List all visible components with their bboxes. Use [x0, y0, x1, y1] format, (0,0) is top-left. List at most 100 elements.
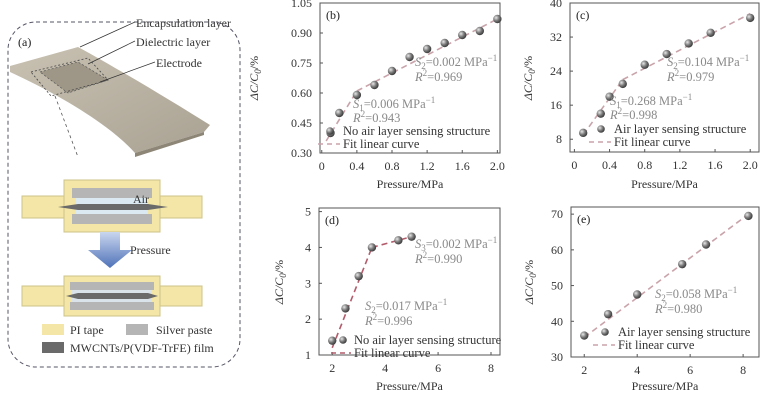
y-tick-label: 40: [550, 0, 562, 10]
plot-frame: [318, 207, 501, 356]
x-tick-label: 6: [687, 363, 693, 377]
y-tick-label: 40: [551, 314, 563, 328]
x-tick-label: 2: [329, 361, 335, 375]
y-axis-label: ΔC/C0/%: [521, 56, 537, 101]
annotation-subscript: 2: [421, 61, 426, 71]
fit-annotation: R2=0.980: [654, 300, 702, 316]
legend-label-mwcnts-film: MWCNTs/P(VDF-TrFE) film: [70, 341, 214, 355]
x-tick-label: 2: [581, 363, 587, 377]
annotation-exponent: −1: [488, 235, 498, 245]
data-point: [678, 259, 687, 269]
annotation-symbol: R: [609, 108, 618, 122]
y-tick-label: 8: [556, 132, 562, 146]
y-axis-label-main: ΔC/C: [272, 277, 286, 305]
annotation-value: =0.002 MPa: [426, 55, 488, 69]
y-axis-label-main: ΔC/C: [522, 277, 536, 305]
air-label: Air: [133, 192, 149, 206]
legend-label-series: No air layer sensing structure: [343, 124, 491, 138]
legend-label-fit: Fit linear curve: [614, 135, 691, 149]
annotation-symbol: S: [365, 299, 372, 313]
x-tick-label: 1.2: [420, 159, 435, 173]
legend-label-fit: Fit linear curve: [354, 346, 431, 360]
y-axis-label-subscript: 0: [278, 273, 288, 278]
y-tick-label: 16: [550, 98, 562, 112]
y-axis-label-subscript: 0: [527, 69, 537, 74]
y-axis-label: ΔC/C0/%: [272, 260, 288, 305]
y-axis-label: ΔC/C0/%: [247, 56, 263, 101]
annotation-symbol: R: [414, 252, 423, 266]
panel-label: (c): [576, 8, 589, 22]
annotation-superscript: 2: [663, 300, 668, 310]
fit-line-segment: [331, 247, 373, 349]
y-axis-label-suffix: /%: [247, 56, 261, 69]
y-tick-label: 70: [551, 207, 563, 221]
data-point: [603, 309, 613, 319]
data-point: [354, 271, 363, 281]
legend-label-pi-tape: PI tape: [70, 323, 104, 337]
annotation-symbol: S: [415, 237, 422, 251]
annotation-subscript: 3: [421, 243, 426, 253]
annotation-symbol: R: [352, 111, 361, 125]
y-tick-label: 3: [305, 276, 311, 290]
data-point: [440, 38, 449, 48]
data-point: [407, 232, 416, 241]
x-tick-label: 6: [435, 361, 441, 375]
fit-annotation: S2=0.017 MPa−1: [365, 297, 447, 315]
annotation-symbol: S: [610, 94, 617, 108]
annotation-symbol: S: [415, 55, 422, 69]
data-point: [701, 240, 711, 249]
x-tick-label: 0: [319, 159, 325, 173]
data-point: [422, 44, 432, 54]
x-tick-label: 0.8: [637, 158, 652, 172]
annotation-value: =0.998: [622, 108, 657, 122]
fit-annotation: S1=0.006 MPa−1: [353, 95, 435, 113]
data-point: [328, 336, 337, 345]
legend-swatch-mwcnts-film: [42, 342, 64, 353]
cross-section-uncompressed: Air: [21, 179, 203, 233]
annotation-superscript: 2: [423, 68, 428, 78]
annotation-subscript: 2: [371, 305, 376, 315]
annotation-subscript: 1: [359, 103, 364, 113]
fit-annotation: S3=0.002 MPa−1: [415, 235, 497, 253]
annotation-subscript: 2: [661, 293, 666, 303]
x-tick-label: 0: [571, 158, 577, 172]
y-tick-label: 30: [551, 350, 563, 364]
annotation-value: =0.268 MPa: [621, 94, 683, 108]
annotation-value: =0.979: [679, 70, 714, 84]
x-tick-label: 1.6: [708, 158, 723, 172]
y-axis-label-suffix: /%: [521, 56, 535, 69]
annotation-value: =0.990: [427, 252, 462, 266]
fit-annotation: S2=0.104 MPa−1: [667, 53, 749, 71]
data-point: [640, 60, 649, 69]
data-point: [475, 26, 485, 36]
data-point: [618, 79, 627, 89]
callout-electrode: Electrode: [156, 56, 202, 70]
legend-marker-series: [597, 125, 605, 133]
annotation-symbol: R: [654, 302, 663, 316]
panel-label: (b): [326, 8, 340, 22]
x-tick-label: 2.0: [743, 158, 758, 172]
y-tick-label: 0.75: [291, 56, 312, 70]
annotation-symbol: R: [364, 314, 373, 328]
fit-annotation: R2=0.990: [414, 250, 462, 266]
fit-annotation: R2=0.943: [352, 109, 400, 125]
x-axis-label: Pressure/MPa: [377, 177, 444, 191]
fit-line-segment: [356, 18, 498, 92]
annotation-value: =0.002 MPa: [426, 237, 488, 251]
annotation-symbol: R: [666, 70, 675, 84]
data-point: [578, 128, 588, 138]
chart-panel-d: 2 4 6 812345(d)Pressure/MPaΔC/C0/%S3=0.002 …: [272, 205, 502, 393]
data-point: [706, 28, 715, 37]
data-point: [335, 108, 344, 118]
panel-a: (a) Encapsulation layer Dielectric layer…: [7, 16, 241, 368]
x-tick-label: 8: [740, 363, 746, 377]
data-point: [744, 211, 753, 221]
y-axis-label-main: ΔC/C: [521, 73, 535, 101]
annotation-symbol: S: [667, 55, 674, 69]
plot-frame: [319, 2, 501, 154]
